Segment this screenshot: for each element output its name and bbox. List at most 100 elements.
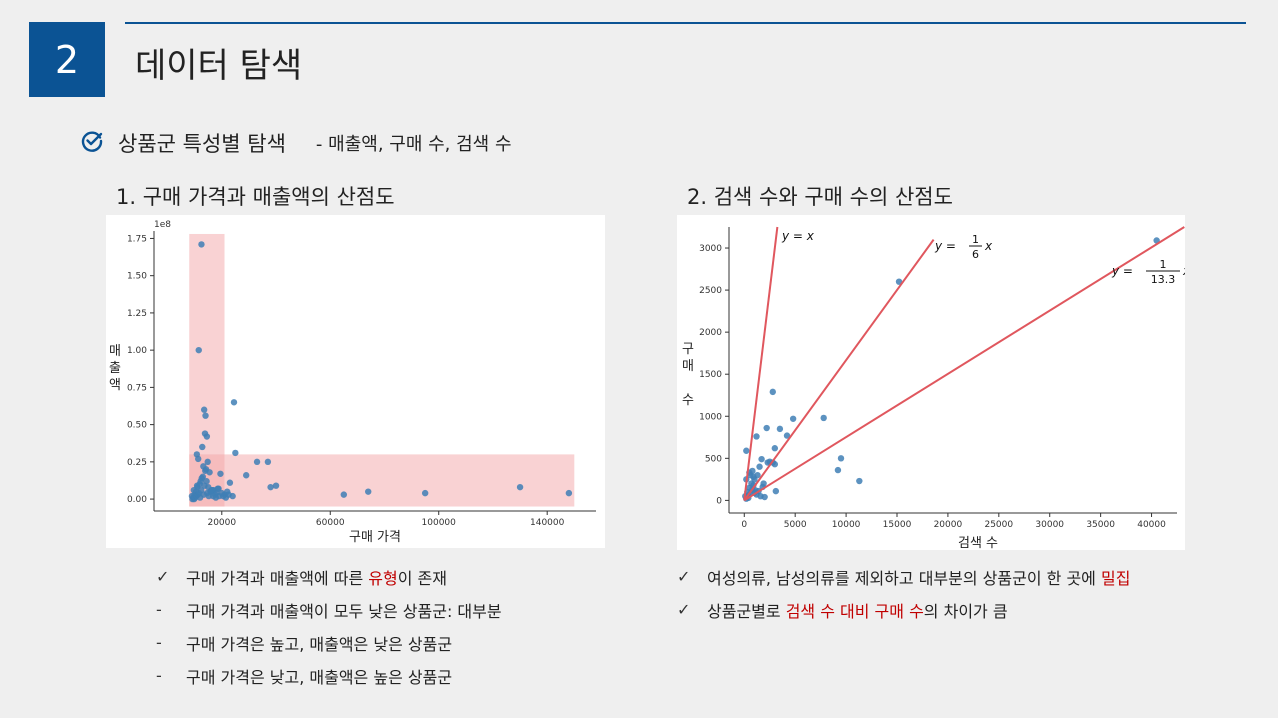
data-point	[267, 483, 274, 491]
fraction-denominator: 6	[972, 248, 979, 261]
data-point	[198, 241, 205, 248]
y-tick-label: 1000	[699, 412, 722, 422]
data-point	[771, 445, 779, 452]
data-point	[200, 406, 208, 413]
right-bullet: ✓ 여성의류, 남성의류를 제외하고 대부분의 상품군이 한 곳에 밀집	[677, 560, 1130, 593]
line-equation: y = x	[781, 229, 815, 243]
bullet-text-part: 상품군별로	[707, 601, 786, 621]
x-tick-label: 0	[741, 520, 747, 530]
section-heading: 상품군 특성별 탐색 - 매출액, 구매 수, 검색 수	[80, 128, 512, 158]
price-revenue-scatter: 0.00 0.25 0.50 0.75 1.00 1.25 1.50 1.75 20000 600…	[106, 215, 605, 548]
reference-line-label: y = 1 6x	[934, 233, 993, 261]
reference-line-label: y = x	[781, 229, 815, 243]
line-variable: x	[1182, 264, 1185, 278]
data-point	[340, 491, 348, 498]
data-point	[225, 491, 232, 498]
y-tick-label: 0.25	[127, 458, 147, 468]
data-point	[365, 488, 372, 495]
checkmark-icon: ✓	[677, 600, 691, 619]
checkmark-icon: ✓	[677, 567, 691, 586]
x-tick-label: 140000	[530, 518, 565, 528]
y-axis-label: 출	[109, 361, 121, 376]
y-axis-label: 매	[682, 359, 694, 374]
x-axis-label: 구매 가격	[349, 530, 401, 545]
x-tick-label: 20000	[207, 518, 236, 528]
data-point	[202, 412, 209, 419]
line-equation: y =	[934, 239, 956, 253]
data-point	[758, 455, 765, 463]
page-title: 데이터 탐색	[135, 46, 303, 86]
bullet-text: 구매 가격과 매출액에 따른 유형이 존재	[186, 565, 447, 589]
data-point	[215, 485, 222, 492]
y-tick-label: 0.50	[127, 421, 147, 431]
data-point	[203, 433, 211, 440]
data-point	[764, 459, 771, 466]
right-bullet: ✓ 상품군별로 검색 수 대비 구매 수의 차이가 큼	[677, 593, 1130, 626]
bullet-text-part: 이 존재	[397, 568, 447, 588]
data-point	[190, 486, 198, 494]
data-point	[783, 432, 791, 439]
data-point	[202, 467, 209, 474]
line-variable: x	[984, 239, 993, 253]
left-bullet: - 구매 가격은 높고, 매출액은 낮은 상품군	[156, 626, 502, 659]
x-tick-label: 5000	[784, 520, 807, 530]
x-tick-label: 25000	[984, 520, 1013, 530]
y-axis-label: 구	[682, 342, 694, 357]
section-number: 2	[29, 22, 105, 97]
fraction-numerator: 1	[972, 233, 979, 246]
reference-line-label: y = 1 13.3 x	[1111, 258, 1191, 286]
data-point	[750, 473, 757, 481]
right-bullets: ✓ 여성의류, 남성의류를 제외하고 대부분의 상품군이 한 곳에 밀집 ✓ 상품군별…	[677, 560, 1130, 626]
x-tick-label: 40000	[1137, 520, 1166, 530]
y-tick-label: 1.50	[127, 272, 147, 282]
x-tick-label: 10000	[832, 520, 861, 530]
header-divider	[125, 22, 1246, 24]
left-bullets: ✓ 구매 가격과 매출액에 따른 유형이 존재 - 구매 가격과 매출액이 모두 낮은…	[156, 560, 502, 692]
reference-line	[743, 239, 935, 501]
left-bullet: - 구매 가격은 낮고, 매출액은 높은 상품군	[156, 659, 502, 692]
data-point	[217, 470, 224, 477]
data-point	[565, 489, 573, 497]
data-point	[837, 455, 845, 462]
left-bullet: - 구매 가격과 매출액이 모두 낮은 상품군: 대부분	[156, 593, 502, 626]
data-point	[421, 489, 429, 497]
y-tick-label: 0.00	[127, 495, 147, 505]
data-point	[516, 483, 524, 491]
bullet-text: 구매 가격과 매출액이 모두 낮은 상품군: 대부분	[186, 598, 502, 622]
data-point	[743, 447, 750, 454]
section-label: 상품군 특성별 탐색	[118, 132, 286, 156]
data-point	[226, 479, 234, 486]
data-point	[264, 458, 272, 466]
dash-marker: -	[156, 633, 162, 652]
x-axis-label: 검색 수	[958, 536, 998, 550]
y-tick-label: 2000	[699, 328, 722, 338]
data-point	[195, 455, 202, 463]
data-point	[199, 443, 206, 451]
bullet-text-part: 구매 가격은 높고, 매출액은 낮은 상품군	[186, 634, 453, 654]
data-point	[205, 492, 212, 500]
data-point	[212, 494, 220, 501]
checkmark-icon: ✓	[156, 567, 170, 586]
y-axis-label: 수	[682, 393, 694, 408]
data-point	[856, 477, 863, 485]
left-chart-title: 1. 구매 가격과 매출액의 산점도	[116, 185, 395, 209]
bullet-text-part: 유형	[368, 568, 398, 588]
search-purchase-scatter: 0 500 1000 1500 2000 2500 3000 0 5000 10000 15000 2…	[677, 215, 1191, 551]
data-point	[820, 414, 827, 422]
data-point	[208, 486, 215, 494]
y-tick-label: 1500	[699, 370, 722, 380]
data-point	[776, 425, 784, 433]
fraction-numerator: 1	[1160, 258, 1167, 271]
dash-marker: -	[156, 666, 162, 685]
bullet-text-part: 여성의류, 남성의류를 제외하고 대부분의 상품군이 한 곳에	[707, 568, 1101, 588]
data-point	[761, 493, 768, 501]
y-axis-label: 액	[109, 378, 121, 393]
line-equation: y =	[1111, 264, 1133, 278]
x-tick-label: 30000	[1035, 520, 1064, 530]
data-point	[895, 278, 903, 285]
bullet-text-part: 밀집	[1100, 568, 1131, 588]
data-point	[232, 449, 239, 457]
x-tick-label: 35000	[1086, 520, 1115, 530]
y-tick-label: 1.00	[127, 346, 147, 356]
data-point	[204, 458, 211, 466]
